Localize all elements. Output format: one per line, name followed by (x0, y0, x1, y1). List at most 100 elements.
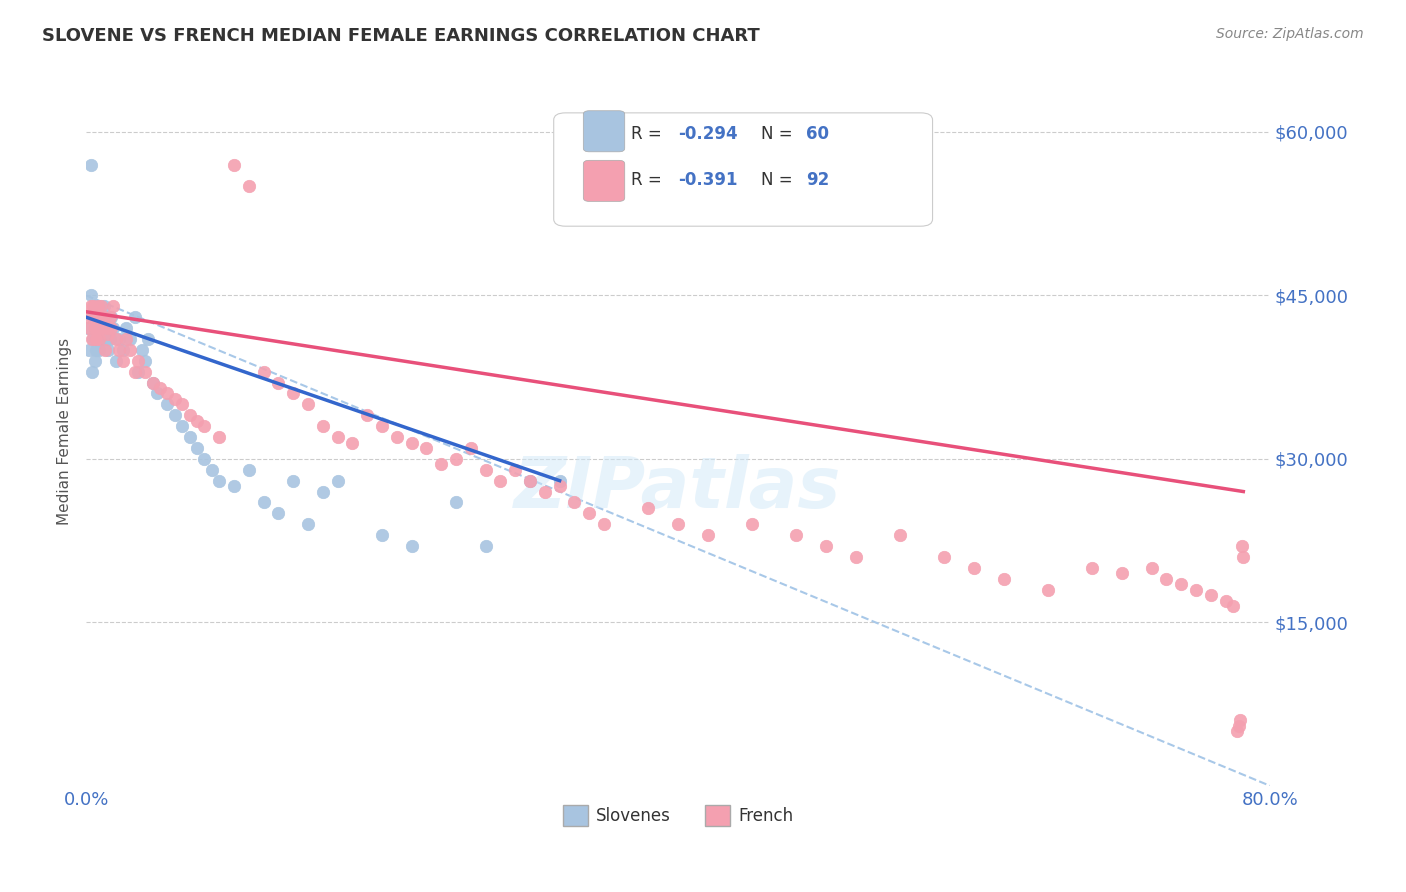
Point (564, 495, 586, 509)
Point (889, 528, 911, 542)
Point (741, 517, 763, 532)
Point (101, 321, 124, 335)
Point (297, 517, 319, 532)
Point (934, 549, 956, 564)
Point (115, 332, 138, 346)
Point (172, 397, 194, 411)
Point (1230, 539, 1253, 553)
Point (444, 451, 467, 466)
Point (97, 343, 120, 357)
Point (87, 310, 110, 325)
Point (430, 458, 453, 472)
Point (149, 381, 172, 395)
Point (637, 500, 659, 515)
Point (82, 310, 104, 325)
Point (80, 332, 103, 346)
Point (104, 332, 127, 346)
Point (1222, 599, 1244, 613)
Point (312, 419, 335, 434)
Point (201, 463, 224, 477)
Point (84, 310, 107, 325)
Point (79, 158, 101, 172)
Point (124, 310, 146, 325)
Point (86, 332, 108, 346)
Point (548, 479, 571, 493)
Point (94, 343, 117, 357)
Point (87, 299, 110, 313)
Point (87, 321, 110, 335)
Point (134, 365, 156, 379)
Text: SLOVENE VS FRENCH MEDIAN FEMALE EARNINGS CORRELATION CHART: SLOVENE VS FRENCH MEDIAN FEMALE EARNINGS… (42, 27, 759, 45)
Point (142, 376, 165, 390)
Point (1111, 566, 1133, 581)
Text: Source: ZipAtlas.com: Source: ZipAtlas.com (1216, 27, 1364, 41)
Point (89, 332, 111, 346)
Point (696, 528, 718, 542)
Point (193, 419, 215, 434)
Point (120, 343, 142, 357)
Point (283, 474, 305, 488)
Point (1226, 724, 1249, 739)
Point (115, 321, 138, 335)
Point (312, 484, 335, 499)
Point (548, 474, 571, 488)
Point (1229, 714, 1251, 728)
Text: 60: 60 (806, 125, 830, 143)
Point (578, 506, 600, 520)
Point (593, 517, 616, 532)
Point (519, 474, 541, 488)
Point (415, 441, 437, 455)
Point (77, 343, 100, 357)
Point (84, 321, 107, 335)
Point (84, 299, 107, 313)
Point (91, 316, 114, 330)
Point (87, 332, 110, 346)
Point (208, 474, 231, 488)
Point (283, 386, 305, 401)
Point (401, 435, 423, 450)
Point (963, 561, 986, 575)
Point (297, 397, 319, 411)
Point (89, 343, 111, 357)
Point (326, 430, 349, 444)
Point (79, 299, 101, 313)
Point (460, 441, 482, 455)
Point (385, 430, 408, 444)
Point (489, 474, 512, 488)
Text: R =: R = (631, 171, 666, 189)
Point (89, 310, 111, 325)
Point (474, 539, 496, 553)
Text: N =: N = (761, 171, 797, 189)
Point (131, 343, 153, 357)
Point (993, 572, 1015, 586)
Point (156, 386, 179, 401)
Point (98, 310, 121, 325)
Point (356, 409, 378, 423)
Point (208, 430, 231, 444)
Point (127, 353, 149, 368)
Point (96, 321, 118, 335)
Point (80, 365, 103, 379)
Point (193, 451, 215, 466)
Y-axis label: Median Female Earnings: Median Female Earnings (58, 338, 72, 525)
Point (79, 288, 101, 302)
Point (90, 321, 112, 335)
Point (326, 474, 349, 488)
Point (845, 549, 868, 564)
Point (100, 310, 122, 325)
Point (98, 332, 121, 346)
Point (179, 409, 201, 423)
Point (124, 365, 146, 379)
Point (401, 539, 423, 553)
Point (785, 528, 807, 542)
FancyBboxPatch shape (554, 113, 932, 227)
Point (342, 435, 364, 450)
Point (82, 299, 104, 313)
Point (96, 332, 118, 346)
Point (534, 484, 557, 499)
Point (814, 539, 837, 553)
FancyBboxPatch shape (583, 111, 624, 152)
Point (134, 353, 156, 368)
Legend: Slovenes, French: Slovenes, French (555, 797, 801, 834)
Text: ZIPatlas: ZIPatlas (515, 454, 842, 523)
